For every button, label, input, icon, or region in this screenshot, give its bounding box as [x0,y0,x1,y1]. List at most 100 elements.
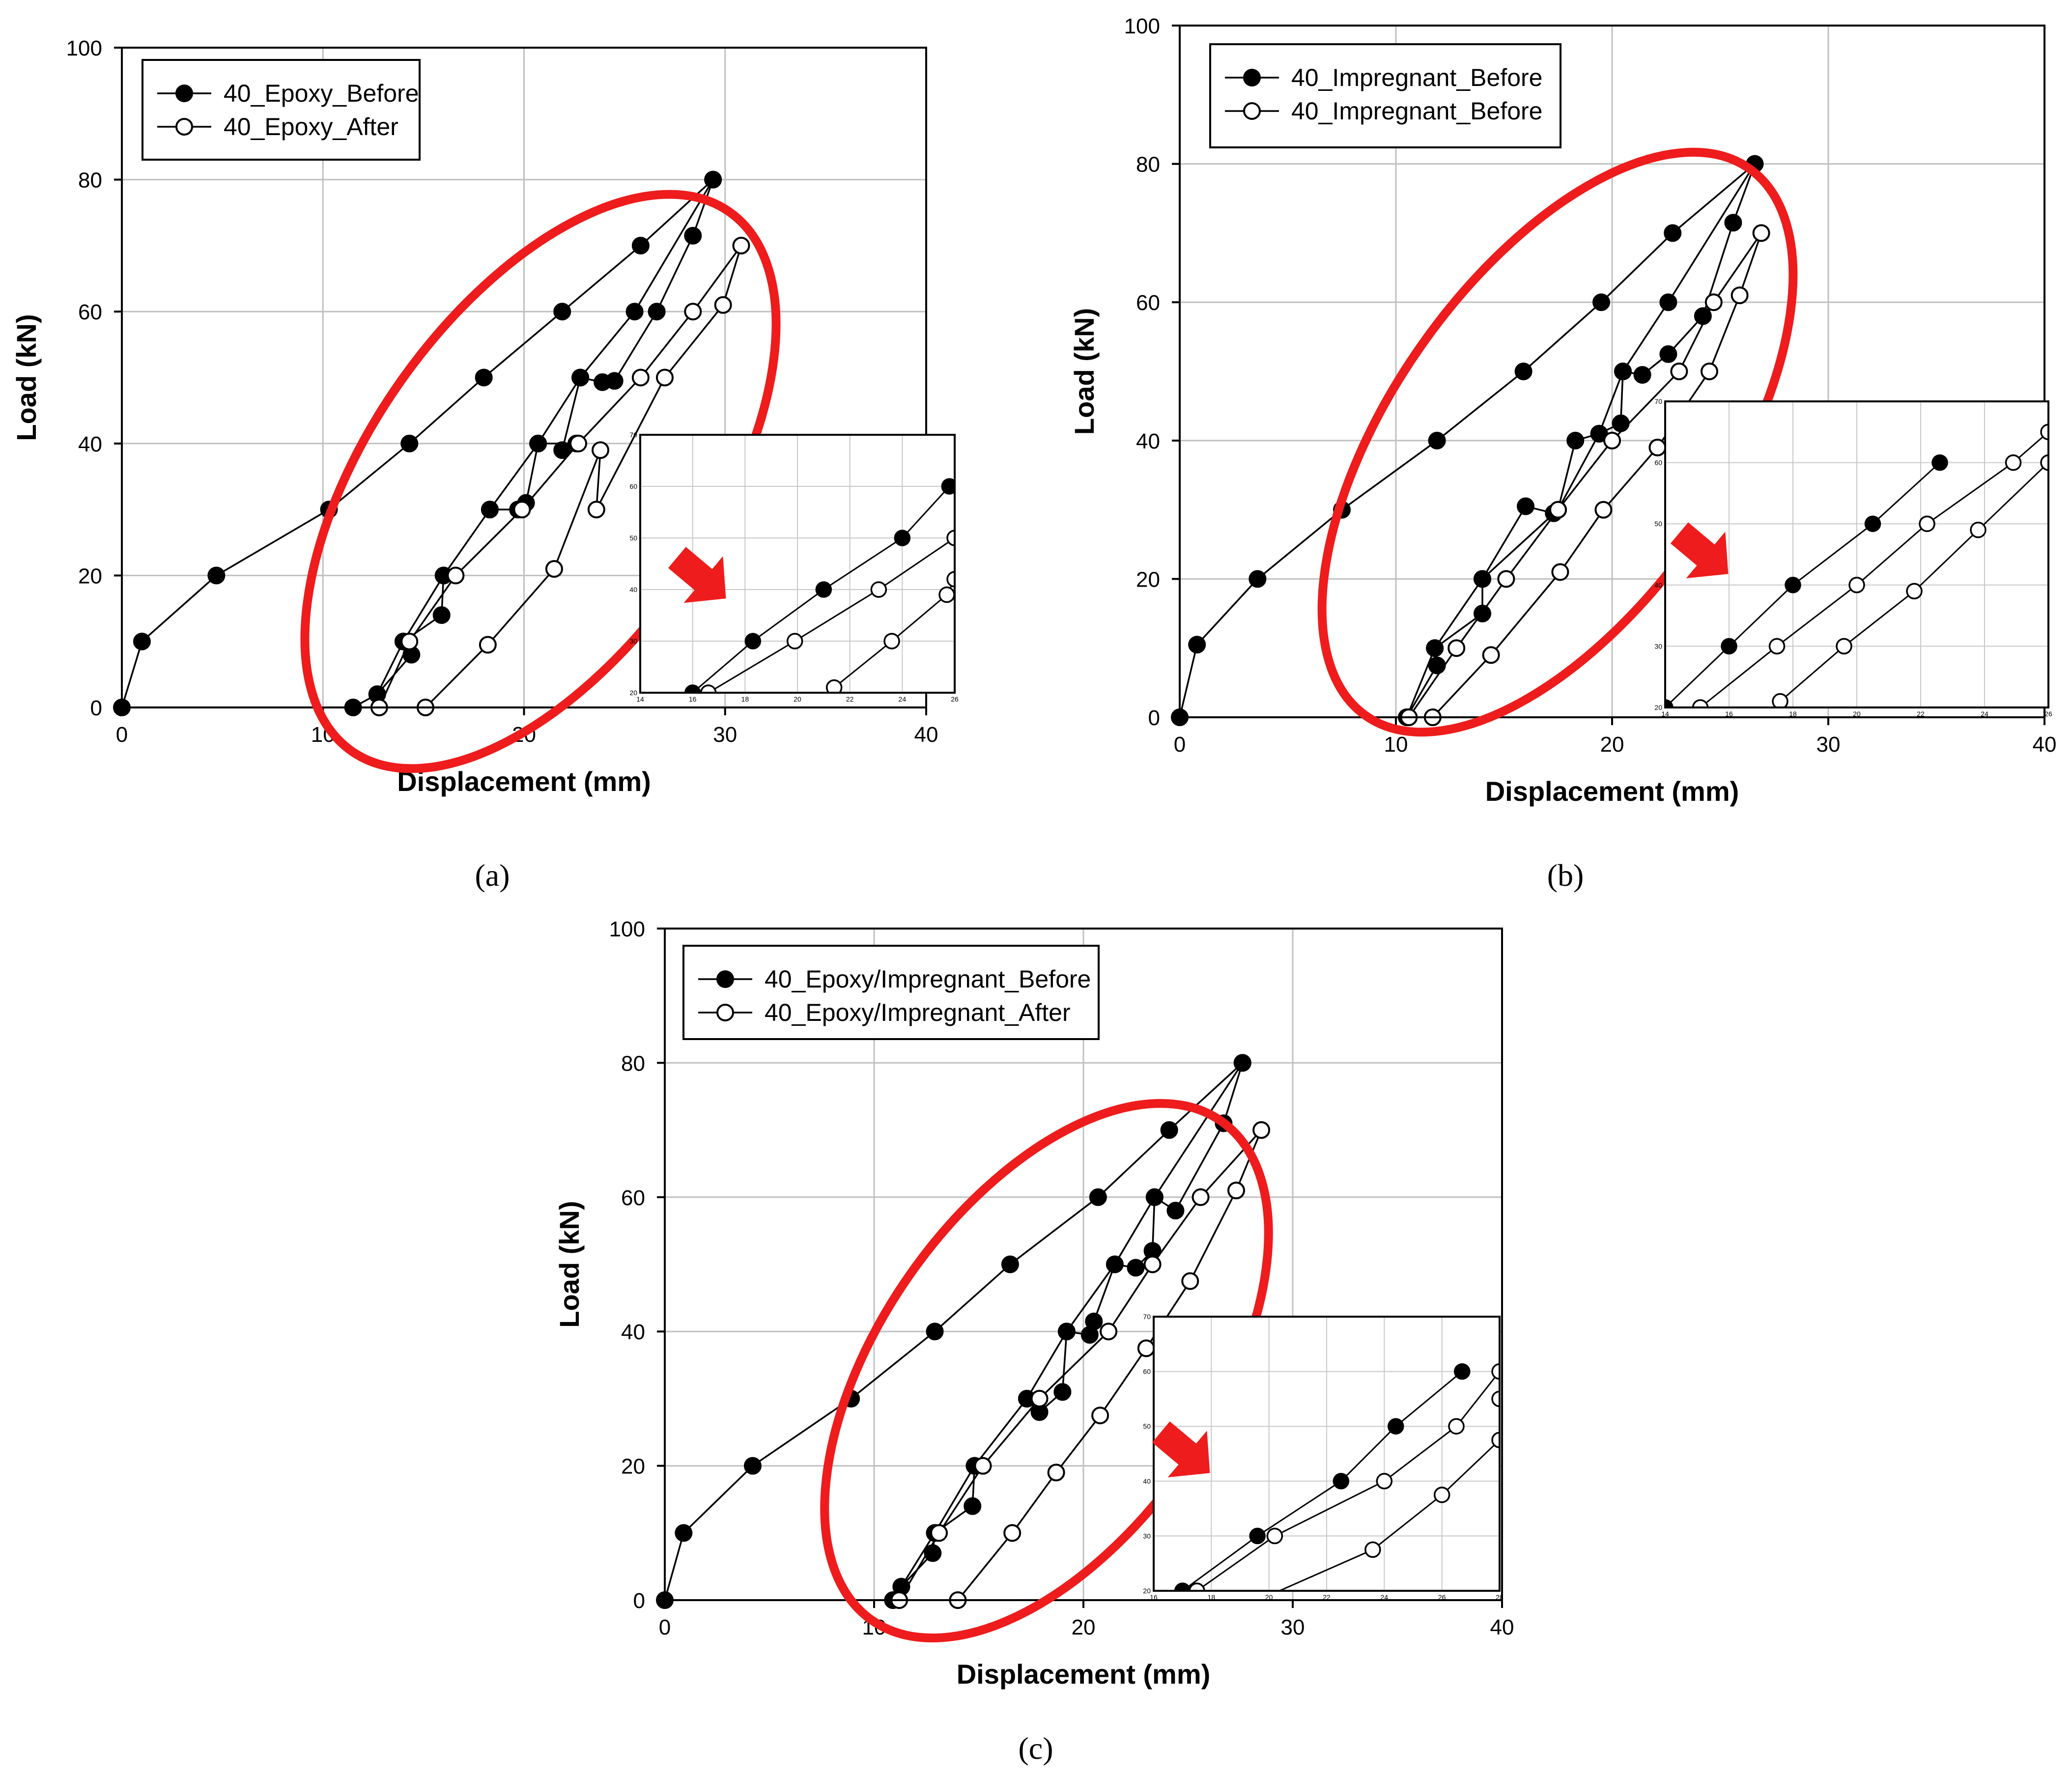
inset-y-tick-label: 30 [629,637,637,645]
inset-y-tick-label: 40 [629,586,637,593]
inset-data-point [1768,638,1786,655]
data-point [1249,570,1267,588]
inset-data-point [870,581,887,598]
legend-box [682,945,1100,1040]
inset-x-tick-label: 22 [1917,710,1925,718]
legend-marker [716,1004,734,1021]
data-point [1127,1259,1145,1277]
data-point [1001,1255,1019,1273]
x-axis-title: Displacement (mm) [1485,776,1739,807]
data-point [553,441,571,459]
inset-data-point [786,633,803,649]
inset-data-point [1376,1473,1393,1490]
y-tick-label: 40 [621,1320,645,1344]
data-point [648,303,666,321]
panel-c-caption: (c) [1018,1731,1053,1766]
inset-data-point [2005,454,2022,471]
legend-box [142,59,421,161]
data-point [432,606,451,624]
data-point [655,368,674,387]
data-point [1603,431,1621,450]
inset-x-tick-label: 22 [1323,1593,1331,1601]
data-point [1731,286,1749,305]
y-tick-label: 20 [1136,567,1160,592]
inset-x-tick-label: 14 [636,695,644,703]
y-tick-label: 20 [78,564,102,588]
inset-x-tick-label: 20 [1265,1593,1273,1601]
inset-data-point [700,684,717,693]
y-axis-title: Load (kN) [11,314,42,441]
data-point [631,368,650,387]
inset-arrow [1152,1421,1210,1478]
data-point [1057,1323,1076,1341]
data-point [926,1323,944,1341]
data-point [529,434,547,452]
legend-entry-label: 40_Epoxy/Impregnant_Before [765,965,1091,993]
data-point [1594,501,1613,519]
data-point [1551,563,1569,581]
inset-series-group [1665,423,2048,707]
panel-a-caption: (a) [475,858,510,893]
y-axis-title: Load (kN) [1069,308,1100,435]
data-point [1428,431,1446,450]
y-tick-label: 0 [1148,706,1160,730]
y-tick-label: 0 [90,696,102,720]
x-tick-label: 40 [1490,1615,1514,1639]
inset-x-tick-label: 16 [1725,710,1733,718]
y-tick-label: 40 [78,432,102,456]
series-line [121,179,714,708]
data-point [400,632,419,650]
data-point [1106,1255,1124,1273]
inset-data-point [825,679,843,693]
inset-y-tick-label: 50 [1143,1422,1151,1430]
inset-data-point [684,684,701,693]
legend-marker [1243,69,1261,86]
inset-series-group [1174,1363,1500,1591]
inset-data-point [894,530,911,546]
data-point [1664,224,1682,242]
x-tick-label: 40 [2033,733,2057,757]
inset-x-tick-label: 24 [1981,710,1988,718]
x-tick-label: 0 [659,1615,671,1639]
data-point [675,1524,693,1542]
inset-data-point [941,478,955,495]
y-tick-label: 80 [78,169,102,193]
inset-x-tick-label: 26 [1438,1593,1446,1601]
data-point [1614,363,1632,380]
x-tick-label: 20 [1072,1615,1096,1639]
y-tick-label: 100 [66,36,102,60]
data-point [1145,1188,1164,1206]
inset-y-tick-label: 40 [1143,1477,1151,1485]
legend-box [1209,43,1561,148]
data-point [1100,1323,1118,1341]
legend-entry-label: 40_Epoxy_Before [224,80,419,107]
data-point [1648,438,1667,456]
y-tick-label: 0 [633,1589,645,1613]
data-point [545,560,563,578]
inset-data-point [1266,1527,1283,1545]
inset-y-tick-label: 60 [1143,1368,1151,1376]
data-point [1053,1383,1072,1401]
data-point [924,1544,942,1562]
data-point [479,636,497,654]
inset-data-point [1433,1486,1450,1503]
data-point [513,501,531,519]
data-point [1448,639,1466,657]
data-point [1181,1272,1199,1290]
inset-series-line [833,579,955,688]
inset-data-point [1721,638,1737,655]
x-axis-title: Displacement (mm) [957,1659,1211,1690]
inset-x-tick-label: 18 [741,695,749,703]
inset-data-point [1848,577,1865,593]
inset-data-point [1189,1582,1205,1591]
inset-y-tick-label: 40 [1654,581,1662,589]
data-point [732,236,750,254]
inset-data-point [1388,1418,1404,1435]
x-tick-label: 20 [1600,733,1624,757]
series-line [1179,161,1757,718]
x-tick-label: 30 [1817,733,1841,757]
data-point [594,373,612,391]
inset-x-tick-label: 26 [2044,710,2052,718]
inset-data-point [1364,1541,1381,1558]
